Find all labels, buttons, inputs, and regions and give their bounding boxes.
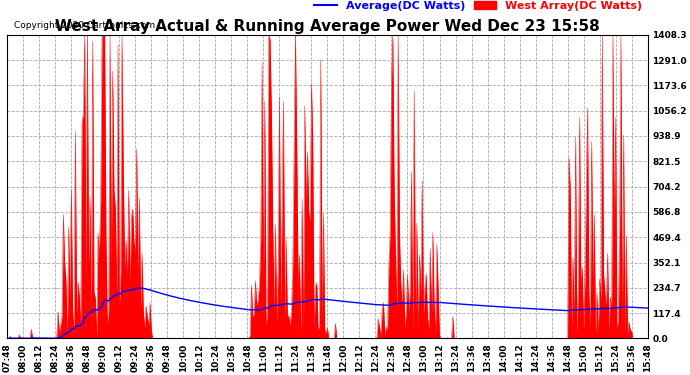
Legend: Average(DC Watts), West Array(DC Watts): Average(DC Watts), West Array(DC Watts) bbox=[315, 1, 642, 11]
Title: West Array Actual & Running Average Power Wed Dec 23 15:58: West Array Actual & Running Average Powe… bbox=[55, 19, 600, 34]
Text: Copyright 2020 Cartronics.com: Copyright 2020 Cartronics.com bbox=[14, 21, 155, 30]
